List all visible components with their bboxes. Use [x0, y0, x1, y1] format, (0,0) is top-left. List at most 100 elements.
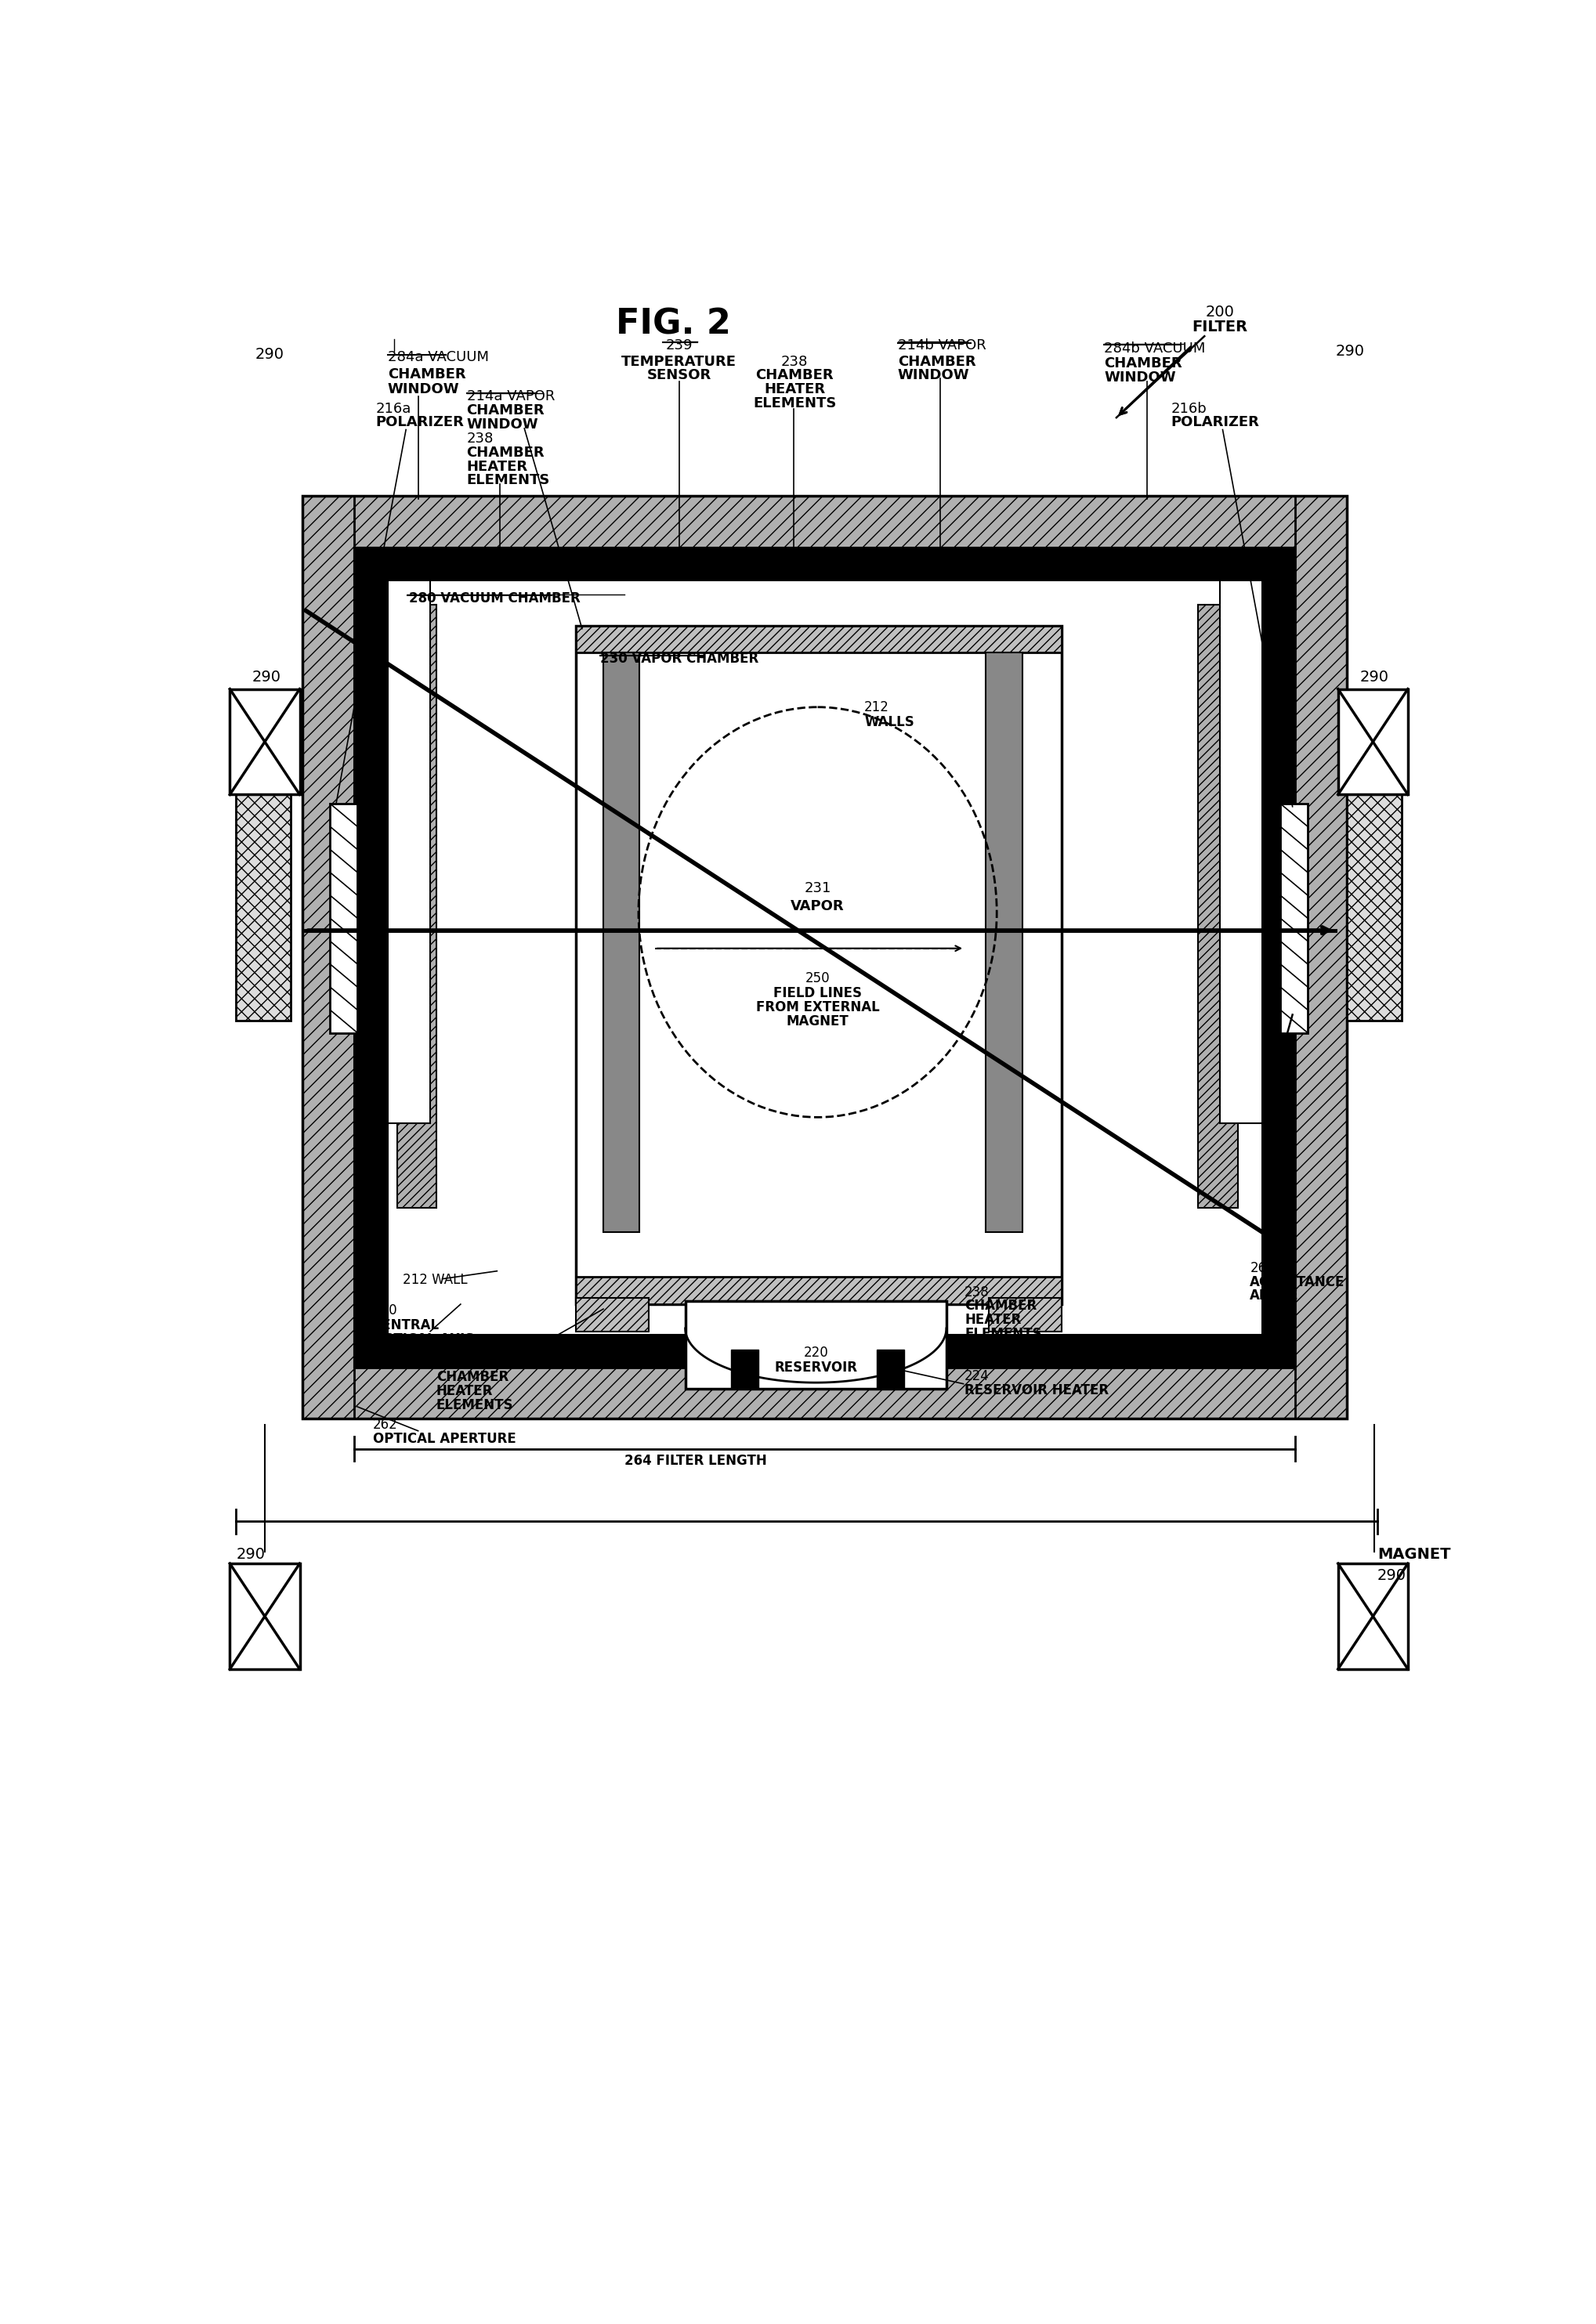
Text: WINDOW: WINDOW [466, 418, 538, 432]
Text: 284b VACUUM: 284b VACUUM [1104, 342, 1205, 356]
Text: OPTICAL APERTURE: OPTICAL APERTURE [372, 1432, 516, 1446]
Text: 260: 260 [372, 1304, 397, 1318]
Bar [986, 653, 1023, 1232]
Text: HEATER: HEATER [964, 1313, 1021, 1327]
Text: MAGNET: MAGNET [1377, 1548, 1451, 1562]
Text: MAGNET: MAGNET [787, 1013, 849, 1030]
Text: 216a: 216a [375, 402, 412, 416]
Bar [354, 1334, 1296, 1367]
Text: 290: 290 [1336, 344, 1365, 358]
Text: CHAMBER: CHAMBER [466, 446, 544, 460]
Text: 239: 239 [666, 339, 693, 353]
Text: 230 VAPOR CHAMBER: 230 VAPOR CHAMBER [600, 651, 758, 667]
Bar [576, 625, 1061, 1304]
Bar [1262, 546, 1296, 1367]
Text: 212 WALL: 212 WALL [402, 1274, 468, 1287]
Bar [354, 546, 1296, 1367]
Text: CHAMBER: CHAMBER [466, 404, 544, 418]
Text: POLARIZER: POLARIZER [1171, 416, 1259, 430]
Text: POLARIZER: POLARIZER [375, 416, 464, 430]
Text: 282 VACUUM CHAMBER WALL: 282 VACUUM CHAMBER WALL [583, 553, 798, 567]
Bar [1280, 804, 1307, 1032]
Text: 212: 212 [865, 700, 889, 713]
Text: CHAMBER: CHAMBER [755, 367, 833, 383]
Text: VAPOR: VAPOR [790, 899, 844, 913]
Bar [230, 1564, 300, 1669]
Bar [303, 1367, 1347, 1418]
Text: 200: 200 [1205, 304, 1234, 318]
Text: WINDOW: WINDOW [1104, 370, 1176, 383]
Text: HEATER: HEATER [466, 460, 528, 474]
Bar [1219, 581, 1262, 1122]
Text: HEATER: HEATER [764, 381, 825, 397]
Text: 290: 290 [252, 669, 281, 683]
Text: 264 FILTER LENGTH: 264 FILTER LENGTH [624, 1455, 768, 1469]
Bar [330, 804, 358, 1032]
Text: SENSOR: SENSOR [646, 367, 712, 383]
Text: ELEMENTS: ELEMENTS [466, 474, 551, 488]
Bar [990, 1299, 1061, 1332]
Text: ELEMENTS: ELEMENTS [753, 395, 836, 409]
Bar [230, 688, 300, 795]
Bar [685, 1301, 946, 1390]
Text: 250: 250 [806, 971, 830, 985]
Text: ELEMENTS: ELEMENTS [964, 1327, 1042, 1341]
Text: FIG. 2: FIG. 2 [616, 307, 731, 342]
Bar [603, 653, 640, 1232]
Bar [354, 546, 388, 1367]
Text: CHAMBER: CHAMBER [388, 367, 466, 381]
Bar [876, 1350, 903, 1390]
Bar [1337, 1564, 1408, 1669]
Bar [576, 625, 1061, 653]
Text: WALLS: WALLS [865, 716, 915, 730]
Bar [397, 604, 436, 1208]
Text: OPTICAL AXIS: OPTICAL AXIS [372, 1332, 474, 1346]
Bar [1337, 688, 1408, 795]
Text: RESERVOIR: RESERVOIR [774, 1360, 857, 1373]
Bar [303, 495, 1347, 1418]
Bar [731, 1350, 758, 1390]
Text: 216b: 216b [1171, 402, 1207, 416]
Bar [388, 581, 431, 1122]
Text: 284a VACUUM: 284a VACUUM [388, 351, 488, 365]
Bar [236, 792, 290, 1020]
Text: CHAMBER: CHAMBER [899, 356, 975, 370]
Text: CHAMBER: CHAMBER [964, 1299, 1037, 1313]
Text: 262: 262 [372, 1418, 397, 1432]
Text: WINDOW: WINDOW [899, 367, 970, 383]
Text: RESERVOIR HEATER: RESERVOIR HEATER [964, 1383, 1109, 1397]
Text: FIELD LINES: FIELD LINES [774, 985, 862, 1002]
Text: CHAMBER: CHAMBER [436, 1371, 509, 1385]
Bar [388, 581, 1262, 1334]
Bar [1199, 604, 1238, 1208]
Text: 238: 238 [436, 1357, 461, 1371]
Text: FILTER: FILTER [1192, 321, 1248, 335]
Text: ANGLE: ANGLE [1250, 1290, 1299, 1304]
Bar [354, 546, 1296, 581]
Text: 231: 231 [804, 881, 832, 895]
Bar [576, 1278, 1061, 1304]
Text: 290: 290 [255, 346, 284, 363]
Text: 280 VACUUM CHAMBER: 280 VACUUM CHAMBER [409, 593, 581, 607]
Text: 214a VAPOR: 214a VAPOR [466, 390, 555, 404]
Text: 290: 290 [236, 1548, 265, 1562]
Bar [1347, 792, 1401, 1020]
Text: 214b VAPOR: 214b VAPOR [899, 339, 986, 353]
Bar [303, 495, 354, 1418]
Text: 224: 224 [964, 1369, 990, 1383]
Text: HEATER: HEATER [436, 1385, 493, 1399]
Text: 238: 238 [466, 432, 493, 446]
Text: 220: 220 [803, 1346, 828, 1360]
Text: CENTRAL: CENTRAL [372, 1318, 439, 1332]
Text: TEMPERATURE: TEMPERATURE [621, 356, 737, 370]
Text: CHAMBER: CHAMBER [1104, 356, 1183, 370]
Bar [1296, 495, 1347, 1418]
Text: 290: 290 [1360, 669, 1389, 683]
Text: 266: 266 [1250, 1262, 1275, 1276]
Text: 238: 238 [964, 1285, 990, 1299]
Bar [576, 1299, 650, 1332]
Text: WINDOW: WINDOW [388, 381, 460, 397]
Text: 238: 238 [780, 356, 808, 370]
Text: 290: 290 [1377, 1569, 1406, 1583]
Text: ELEMENTS: ELEMENTS [436, 1397, 514, 1413]
